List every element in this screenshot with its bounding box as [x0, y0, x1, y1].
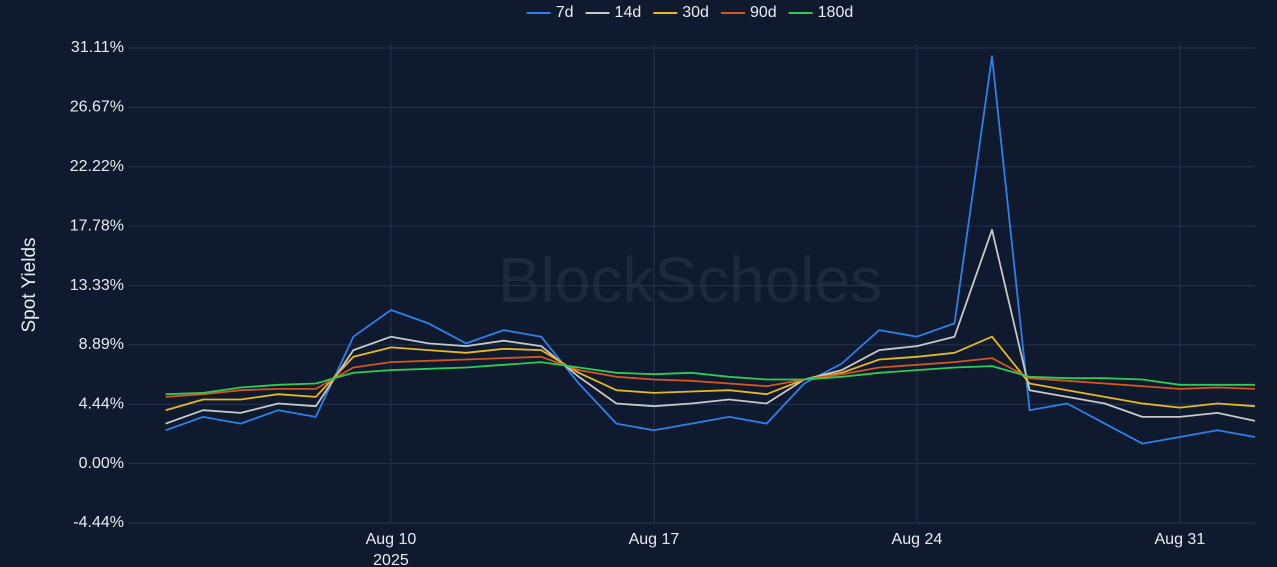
y-tick-label: 31.11% — [71, 39, 124, 56]
x-year-label: 2025 — [373, 552, 409, 567]
x-tick-label: Aug 10 — [366, 531, 417, 548]
y-tick-label: 4.44% — [79, 396, 124, 413]
legend-label: 90d — [750, 4, 777, 21]
legend: 7d 14d 30d 90d 180d — [526, 4, 854, 21]
y-tick-label: 8.89% — [79, 336, 124, 353]
series-line — [165, 361, 1255, 396]
legend-label: 14d — [615, 4, 642, 21]
series-line — [165, 228, 1256, 425]
y-tick-label: 17.78% — [70, 217, 124, 234]
legend-label: 7d — [556, 4, 574, 21]
x-tick-label: Aug 17 — [629, 531, 680, 548]
legend-item: 14d — [585, 4, 642, 21]
legend-item: 7d — [526, 4, 574, 21]
legend-item: 90d — [720, 4, 777, 21]
x-tick-label: Aug 24 — [892, 531, 943, 548]
y-axis-title: Spot Yields — [19, 237, 40, 332]
y-tick-label: -4.44% — [73, 514, 124, 531]
y-tick-label: 26.67% — [70, 99, 124, 116]
series-line — [165, 355, 1256, 398]
watermark: BlockScholes — [498, 244, 882, 316]
y-tick-label: 0.00% — [79, 455, 124, 472]
legend-item: 30d — [653, 4, 709, 21]
x-tick-label: Aug 31 — [1155, 531, 1206, 548]
series-line — [165, 55, 1256, 445]
y-tick-label: 13.33% — [70, 277, 124, 294]
legend-label: 30d — [682, 4, 709, 21]
legend-label: 180d — [818, 4, 854, 21]
y-tick-label: 22.22% — [70, 158, 124, 175]
legend-item: 180d — [788, 4, 854, 21]
series-line — [165, 335, 1256, 412]
